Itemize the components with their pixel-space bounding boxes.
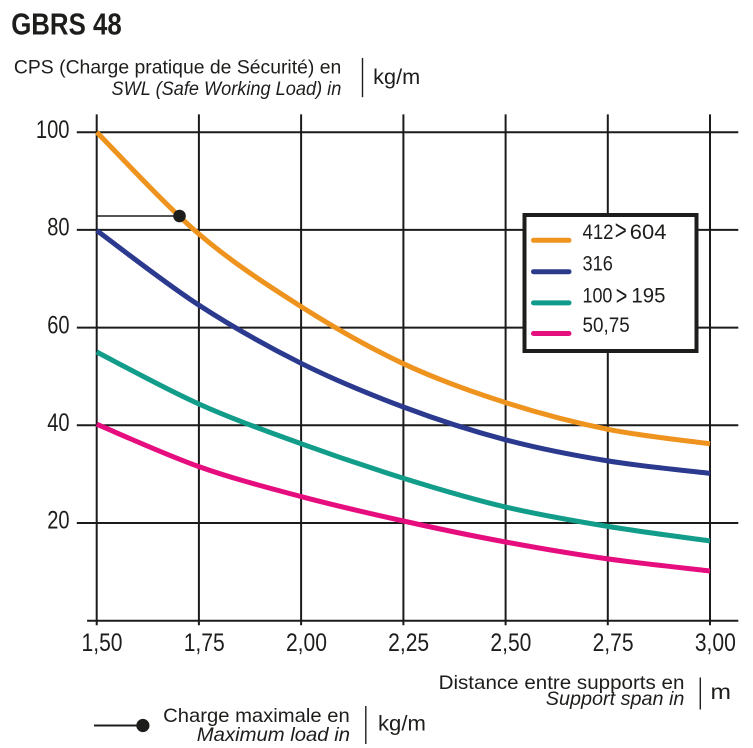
svg-text:3,00: 3,00 bbox=[695, 629, 736, 657]
svg-text:316: 316 bbox=[583, 253, 613, 276]
svg-text:m: m bbox=[711, 679, 732, 704]
svg-text:>: > bbox=[616, 280, 628, 311]
svg-text:kg/m: kg/m bbox=[373, 65, 420, 89]
svg-text:Maximum load in: Maximum load in bbox=[197, 724, 350, 746]
svg-text:604: 604 bbox=[630, 221, 667, 244]
svg-text:Support span in: Support span in bbox=[546, 688, 685, 710]
svg-text:20: 20 bbox=[47, 507, 69, 535]
svg-text:2,50: 2,50 bbox=[490, 629, 531, 657]
svg-text:SWL (Safe Working Load) in: SWL (Safe Working Load) in bbox=[112, 78, 342, 100]
svg-text:412: 412 bbox=[583, 221, 614, 244]
svg-text:100: 100 bbox=[36, 116, 70, 144]
svg-text:100: 100 bbox=[583, 284, 613, 307]
svg-text:CPS (Charge pratique de Sécuri: CPS (Charge pratique de Sécurité) en bbox=[14, 57, 341, 79]
svg-text:>: > bbox=[615, 215, 627, 246]
svg-text:1,50: 1,50 bbox=[82, 629, 123, 657]
svg-text:50,75: 50,75 bbox=[583, 314, 630, 337]
svg-text:Charge maximale en: Charge maximale en bbox=[163, 705, 350, 727]
svg-text:GBRS 48: GBRS 48 bbox=[11, 7, 122, 42]
svg-text:Distance entre supports en: Distance entre supports en bbox=[439, 672, 685, 694]
svg-text:60: 60 bbox=[47, 311, 69, 339]
svg-text:40: 40 bbox=[47, 409, 69, 437]
svg-text:2,75: 2,75 bbox=[593, 629, 634, 657]
svg-text:195: 195 bbox=[631, 284, 665, 307]
svg-text:2,25: 2,25 bbox=[388, 629, 429, 657]
svg-text:80: 80 bbox=[47, 214, 69, 242]
svg-text:kg/m: kg/m bbox=[378, 712, 426, 736]
svg-text:2,00: 2,00 bbox=[286, 629, 327, 657]
svg-text:1,75: 1,75 bbox=[184, 629, 225, 657]
